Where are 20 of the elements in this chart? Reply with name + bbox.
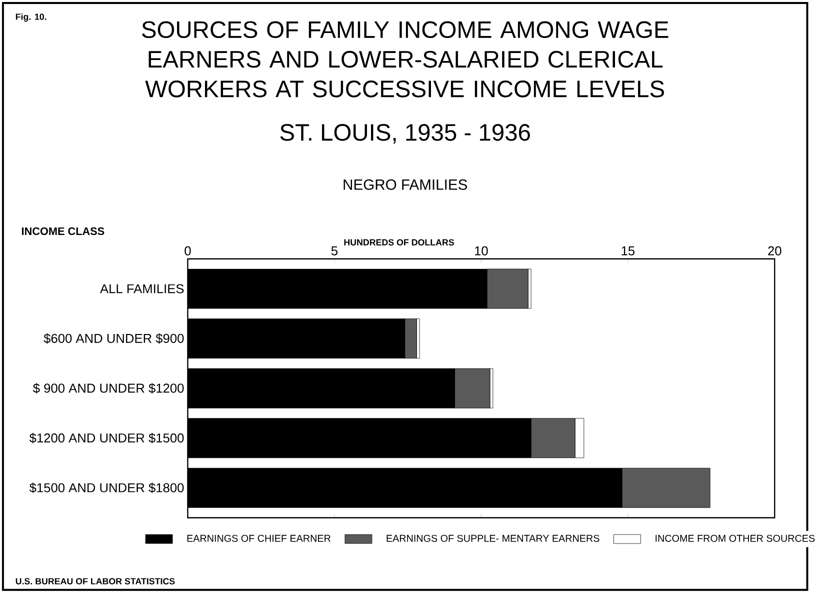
x-axis-title: HUNDREDS OF DOLLARS bbox=[344, 239, 454, 246]
legend-label: EARNINGS OF CHIEF EARNER bbox=[187, 534, 330, 542]
y-tick-label: $1200 AND UNDER $1500 bbox=[29, 432, 184, 444]
x-tick-label: 15 bbox=[622, 246, 635, 256]
text: U.S. BUREAU OF LABOR STATISTICS bbox=[16, 578, 175, 584]
y-tick-label: $1500 AND UNDER $1800 bbox=[29, 482, 184, 494]
y-tick-label: $ 900 AND UNDER $1200 bbox=[33, 383, 184, 394]
x-tick-label: 10 bbox=[475, 246, 488, 256]
x-tick-label: 0 bbox=[184, 246, 191, 256]
legend-label: EARNINGS OF SUPPLE- MENTARY EARNERS bbox=[386, 534, 600, 542]
x-tick-label: 20 bbox=[768, 246, 782, 256]
legend-label: INCOME FROM OTHER SOURCES bbox=[656, 534, 815, 542]
chart-subtitle: ST. LOUIS, 1935 - 1936 bbox=[280, 124, 530, 144]
text: NEGRO FAMILIES bbox=[344, 179, 468, 190]
caption: Fig. 10. bbox=[16, 13, 46, 22]
x-tick-label: 5 bbox=[331, 246, 338, 256]
y-tick-label: $600 AND UNDER $900 bbox=[44, 333, 184, 344]
chart-title: SOURCES OF FAMILY INCOME AMONG WAGE EARNERS AND LOWER-SALARIED CLERICAL WORKERS AT SUCCESSIVE INCOME LEVELS bbox=[142, 21, 668, 98]
text: INCOME CLASS bbox=[22, 227, 104, 236]
y-tick-label: ALL FAMILIES bbox=[100, 284, 184, 294]
